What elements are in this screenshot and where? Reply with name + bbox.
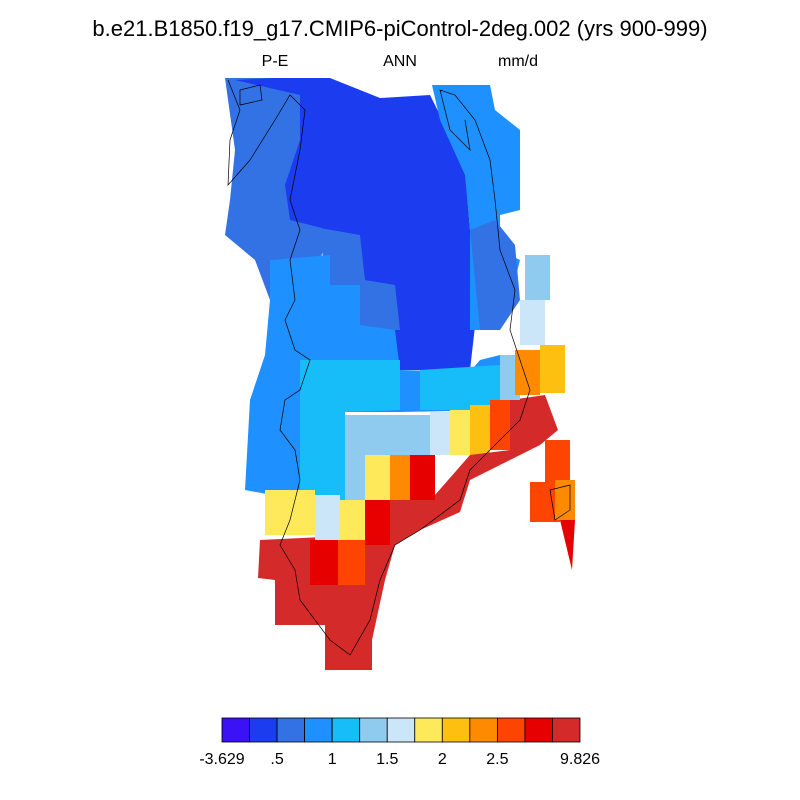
colorbar-label: 1 [328, 751, 337, 768]
colorbar-box [552, 717, 581, 743]
colorbar-box [249, 717, 278, 743]
colorbar-label: 2.5 [486, 751, 508, 768]
colorbar-box [276, 717, 306, 743]
colorbar-label: 9.826 [560, 751, 600, 768]
center-label: ANN [383, 53, 417, 70]
left-label: P-E [262, 53, 289, 70]
colorbar-box [331, 717, 361, 743]
right-label: mm/d [498, 53, 538, 70]
colorbar-box [359, 717, 388, 743]
colorbar-label: .5 [270, 751, 283, 768]
colorbar-box [386, 717, 416, 743]
colorbar-box [414, 717, 443, 743]
colorbar-label: 2 [438, 751, 447, 768]
map [225, 78, 575, 670]
title: b.e21.B1850.f19_g17.CMIP6-piControl-2deg… [92, 16, 707, 41]
colorbar-label: -3.629 [199, 751, 244, 768]
colorbar-box [524, 717, 553, 743]
colorbar-box [304, 717, 333, 743]
colorbar: -3.629 .5 1 1.5 2 2.5 9.826 [199, 717, 600, 768]
colorbar-label: 1.5 [376, 751, 398, 768]
colorbar-box [469, 717, 498, 743]
colorbar-box [441, 717, 471, 743]
colorbar-box [496, 717, 526, 743]
colorbar-box [221, 717, 250, 743]
